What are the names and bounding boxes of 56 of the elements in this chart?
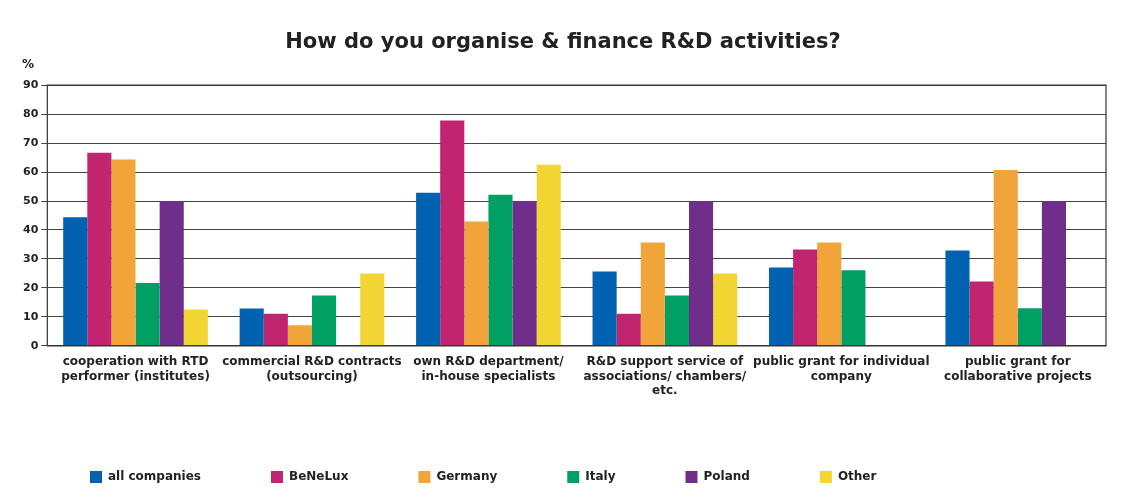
bar <box>793 249 818 346</box>
bar <box>416 192 441 346</box>
bar <box>464 221 489 346</box>
bar <box>183 309 208 346</box>
bar <box>664 295 689 346</box>
bar <box>841 270 866 346</box>
bar <box>263 313 288 346</box>
chart-title: How do you organise & finance R&D activities? <box>285 29 841 54</box>
x-tick-label: commercial R&D contracts (outsourcing) <box>222 354 402 383</box>
legend-label: Germany <box>436 469 498 484</box>
y-tick-label: 30 <box>23 251 39 265</box>
x-tick-label: R&D support service of associations/ chambers/ etc. <box>583 354 747 397</box>
legend-label: Italy <box>585 469 616 484</box>
y-tick-label: 0 <box>30 338 39 352</box>
legend-label: BeNeLux <box>288 469 349 484</box>
bar <box>311 295 337 346</box>
bar <box>488 194 513 346</box>
bar <box>945 250 970 346</box>
y-tick-label: 40 <box>23 222 39 236</box>
y-tick-label: 70 <box>23 135 39 149</box>
bar <box>616 313 641 346</box>
bar <box>87 152 112 346</box>
y-tick-label: 60 <box>23 164 39 178</box>
bar <box>969 281 994 346</box>
bar <box>993 170 1018 346</box>
y-tick-label: 10 <box>23 309 39 323</box>
x-tick-label: cooperation with RTD performer (institutes) <box>61 354 210 383</box>
bar <box>239 308 264 346</box>
bar <box>817 242 842 346</box>
bar <box>440 120 465 346</box>
legend-label: Other <box>837 469 877 484</box>
y-tick-label: 20 <box>23 280 39 294</box>
bar <box>159 201 184 346</box>
bar <box>592 271 617 346</box>
bar <box>688 201 714 346</box>
legend-label: all companies <box>108 469 201 484</box>
bar <box>1017 308 1042 346</box>
y-tick-label: 80 <box>23 107 39 121</box>
x-tick-label: public grant for individual company <box>753 354 930 383</box>
y-tick-label: 90 <box>23 78 39 92</box>
bar <box>135 282 160 346</box>
bar <box>287 325 312 346</box>
y-tick-label: 50 <box>23 193 39 207</box>
bar <box>713 273 738 346</box>
y-axis-title: % <box>21 57 35 72</box>
bar <box>111 159 136 346</box>
bar <box>640 242 665 346</box>
bar <box>536 164 561 346</box>
x-tick-label: public grant for collaborative projects <box>944 354 1092 383</box>
bar <box>768 267 794 346</box>
bar <box>63 217 88 346</box>
x-tick-label: own R&D department/ in-house specialists <box>413 354 565 383</box>
bar <box>1041 201 1067 346</box>
bar <box>512 201 537 346</box>
bar <box>360 273 385 346</box>
legend-label: Poland <box>703 469 750 484</box>
